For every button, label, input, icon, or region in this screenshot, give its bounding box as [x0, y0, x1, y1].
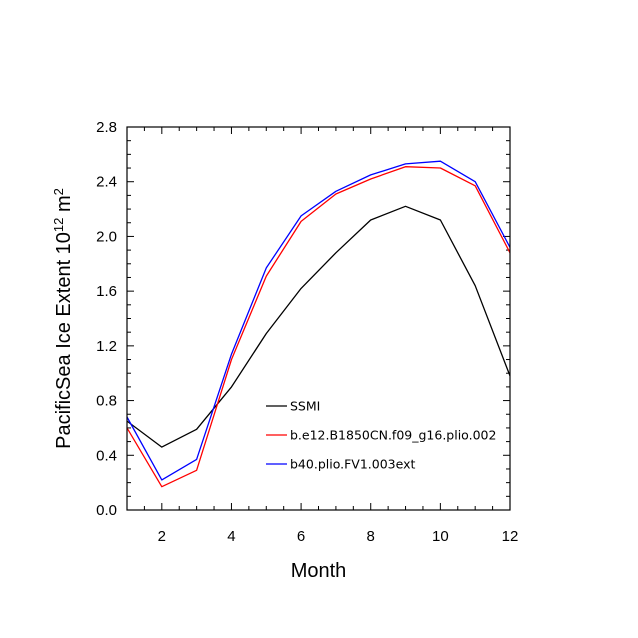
y-axis-label-exponent: 12	[51, 218, 66, 232]
legend-label: SSMI	[290, 399, 320, 414]
legend-label: b40.plio.FV1.003ext	[290, 457, 415, 472]
x-tick-label: 2	[158, 528, 166, 545]
y-tick-label: 0.0	[96, 502, 117, 519]
legend: SSMI b.e12.B1850CN.f09_g16.plio.002 b40.pl…	[266, 399, 496, 472]
y-tick-label: 2.4	[96, 174, 117, 191]
axis-ticks	[126, 126, 511, 511]
y-axis-label-unit-exponent: 2	[51, 188, 66, 195]
y-tick-label: 0.4	[96, 447, 117, 464]
y-axis-label-main: PacificSea Ice Extent 10	[53, 232, 75, 449]
y-axis-label: PacificSea Ice Extent 1012 m2	[51, 188, 76, 449]
plot-frame	[126, 126, 511, 511]
legend-label: b.e12.B1850CN.f09_g16.plio.002	[290, 428, 496, 443]
series-lines	[126, 160, 511, 488]
y-tick-label: 1.6	[96, 283, 117, 300]
y-axis-label-unit: m	[53, 195, 75, 217]
y-tick-label: 2.8	[96, 119, 117, 136]
x-tick-label: 10	[432, 528, 449, 545]
series-line-1	[126, 205, 511, 448]
y-tick-label: 1.2	[96, 338, 117, 355]
tick-labels: 2 4 6 8 10 12 0.0 0.4 0.8 1.2 1.6 2.0 2.4 2.8	[96, 119, 518, 545]
x-tick-label: 12	[502, 528, 519, 545]
x-tick-label: 4	[227, 528, 235, 545]
y-tick-label: 2.0	[96, 228, 117, 245]
series-line-3	[126, 160, 511, 481]
x-axis-label: Month	[291, 560, 347, 582]
x-tick-label: 8	[367, 528, 375, 545]
series-line-2	[126, 166, 511, 488]
x-tick-label: 6	[297, 528, 305, 545]
y-tick-label: 0.8	[96, 393, 117, 410]
